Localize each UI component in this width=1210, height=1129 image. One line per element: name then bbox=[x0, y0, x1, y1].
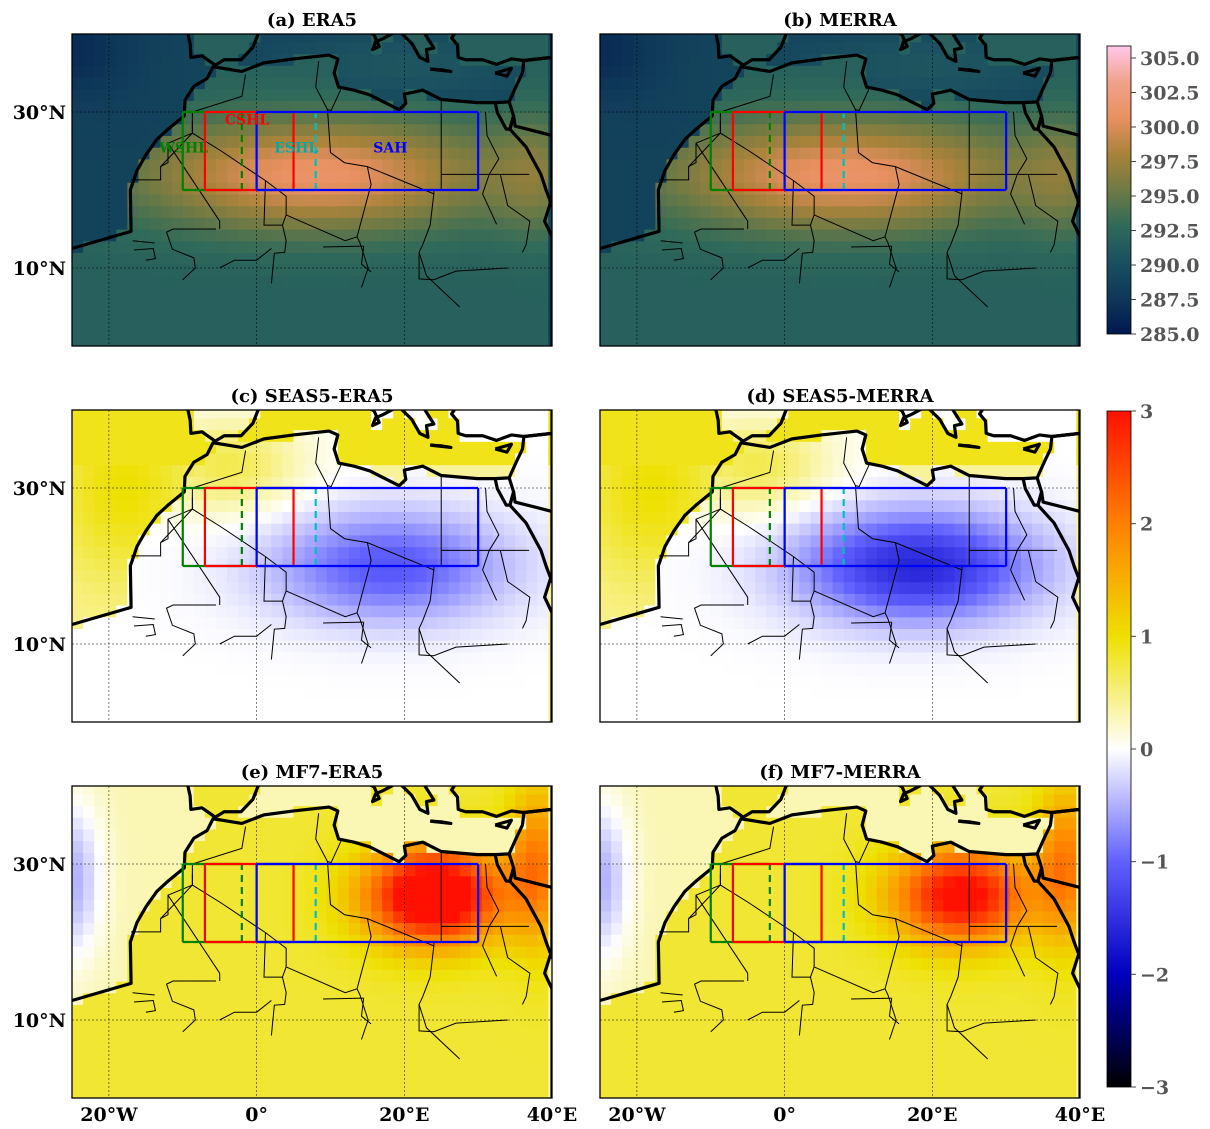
coastlines bbox=[72, 34, 552, 346]
coastlines bbox=[72, 786, 552, 1098]
panel-title: (a) ERA5 bbox=[267, 10, 357, 31]
colorbar-gradient bbox=[1107, 46, 1131, 334]
lon-tick-label: 0° bbox=[245, 1104, 268, 1126]
panel-title: (e) MF7-ERA5 bbox=[241, 762, 384, 783]
colorbar-tick-label: 295.0 bbox=[1140, 186, 1200, 208]
colorbar-tick-label: 290.0 bbox=[1140, 255, 1200, 277]
lon-tick-label: 20°W bbox=[608, 1104, 666, 1126]
coastlines bbox=[600, 34, 1080, 346]
coastlines bbox=[600, 410, 1080, 722]
map-panel-e: (e) MF7-ERA5 30°N 10°N 20°W 0° 20°E 40°E bbox=[13, 762, 578, 1126]
panel-frame bbox=[71, 33, 553, 347]
panel-frame bbox=[599, 785, 1081, 1099]
field-grid bbox=[72, 410, 552, 722]
colorbar-tick-label: 292.5 bbox=[1140, 221, 1200, 243]
colorbar-tick-label: 297.5 bbox=[1140, 152, 1200, 174]
map-panel-a: WSHL CSHL ESHL SAH (a) ERA5 30°N 10°N bbox=[13, 10, 553, 347]
map-panel-b: (b) MERRA bbox=[599, 10, 1081, 347]
lon-tick-label: 40°E bbox=[527, 1104, 577, 1126]
panel-title: (b) MERRA bbox=[783, 10, 897, 31]
country-borders bbox=[131, 61, 531, 308]
colorbar-difference: 3 2 1 0 −1 −2 −3 bbox=[1106, 401, 1169, 1099]
colorbar-temperature: 305.0 302.5 300.0 297.5 295.0 292.5 290.0 287.5… bbox=[1106, 45, 1200, 346]
region-boxes bbox=[709, 110, 1008, 192]
lat-tick-label: 30°N bbox=[13, 854, 66, 876]
map-panels: WSHL CSHL ESHL SAH (a) ERA5 30°N 10°N (b) MERRA… bbox=[13, 10, 1106, 1126]
lon-tick-label: 20°W bbox=[80, 1104, 138, 1126]
coastlines bbox=[72, 410, 552, 722]
region-boxes bbox=[181, 110, 480, 192]
field-grid bbox=[600, 410, 1080, 722]
panel-title: (c) SEAS5-ERA5 bbox=[230, 386, 393, 407]
colorbar-tick-label: −2 bbox=[1140, 964, 1169, 986]
field-grid bbox=[72, 34, 552, 346]
country-borders bbox=[131, 813, 531, 1060]
colorbar-tick-label: 3 bbox=[1140, 401, 1153, 423]
lat-tick-label: 10°N bbox=[13, 634, 66, 656]
panel-frame bbox=[71, 409, 553, 723]
lon-tick-label: 40°E bbox=[1055, 1104, 1105, 1126]
coastlines bbox=[600, 786, 1080, 1098]
colorbar-tick-label: −3 bbox=[1140, 1077, 1169, 1099]
region-boxes bbox=[181, 862, 480, 944]
panel-title: (d) SEAS5-MERRA bbox=[746, 386, 934, 407]
panel-frame bbox=[71, 785, 553, 1099]
colorbar-tick-label: 2 bbox=[1140, 514, 1153, 536]
colorbar-tick-label: 1 bbox=[1140, 626, 1153, 648]
map-panel-c: (c) SEAS5-ERA5 30°N 10°N bbox=[13, 386, 553, 723]
colorbar-tick-label: 300.0 bbox=[1140, 117, 1200, 139]
lon-tick-label: 20°E bbox=[379, 1104, 429, 1126]
colorbar-tick-label: 285.0 bbox=[1140, 324, 1200, 346]
map-panel-f: (f) MF7-MERRA 20°W 0° 20°E 40°E bbox=[599, 762, 1105, 1126]
panel-frame bbox=[599, 409, 1081, 723]
colorbar-tick-label: 305.0 bbox=[1140, 48, 1200, 70]
colorbar-gradient bbox=[1107, 411, 1131, 1087]
colorbar-tick-label: 287.5 bbox=[1140, 290, 1200, 312]
region-boxes bbox=[709, 486, 1008, 568]
region-label-wshl: WSHL bbox=[158, 141, 208, 157]
region-label-sah: SAH bbox=[373, 141, 407, 157]
region-label-cshl: CSHL bbox=[225, 112, 269, 128]
lat-tick-label: 10°N bbox=[13, 1010, 66, 1032]
panel-title: (f) MF7-MERRA bbox=[759, 762, 921, 783]
colorbar-tick-label: −1 bbox=[1140, 852, 1169, 874]
region-label-eshl: ESHL bbox=[274, 141, 318, 157]
lon-tick-label: 20°E bbox=[907, 1104, 957, 1126]
colorbar-tick-label: 0 bbox=[1140, 739, 1153, 761]
country-borders bbox=[659, 61, 1059, 308]
map-panel-d: (d) SEAS5-MERRA bbox=[599, 386, 1081, 723]
country-borders bbox=[131, 437, 531, 684]
lat-tick-label: 10°N bbox=[13, 258, 66, 280]
lat-tick-label: 30°N bbox=[13, 102, 66, 124]
lat-tick-label: 30°N bbox=[13, 478, 66, 500]
region-boxes bbox=[181, 486, 480, 568]
colorbar-tick-label: 302.5 bbox=[1140, 83, 1200, 105]
field-grid bbox=[600, 34, 1080, 346]
region-boxes bbox=[709, 862, 1008, 944]
panel-frame bbox=[599, 33, 1081, 347]
lon-tick-label: 0° bbox=[773, 1104, 796, 1126]
